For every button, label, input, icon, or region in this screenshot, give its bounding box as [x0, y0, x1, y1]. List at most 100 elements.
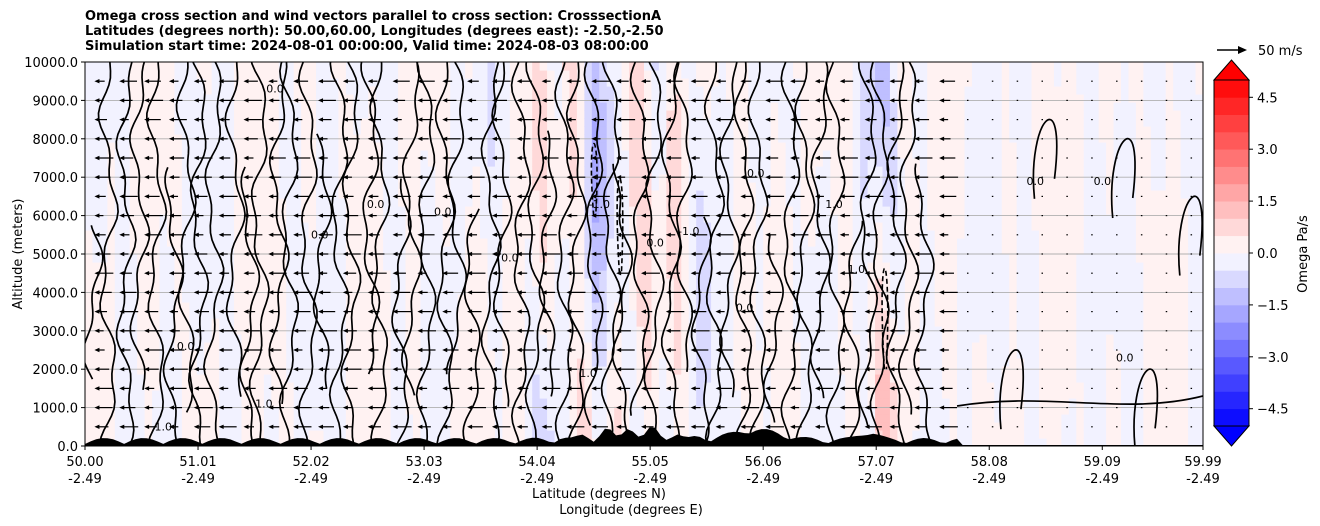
field-cell — [323, 414, 332, 423]
field-cell — [316, 246, 325, 255]
field-cell — [651, 78, 660, 87]
field-cell — [673, 118, 682, 127]
field-cell — [472, 102, 481, 111]
field-cell — [621, 342, 630, 351]
field-cell — [778, 318, 787, 327]
field-cell — [614, 350, 623, 359]
field-cell — [353, 366, 362, 375]
field-cell — [166, 278, 176, 287]
field-cell — [755, 326, 764, 335]
field-cell — [323, 310, 332, 319]
field-cell — [241, 190, 250, 199]
field-cell — [442, 318, 451, 327]
field-cell — [271, 246, 280, 255]
field-cell — [554, 62, 563, 71]
field-cell — [234, 246, 243, 255]
field-cell — [509, 102, 518, 111]
field-cell — [666, 110, 675, 119]
field-cell — [562, 390, 571, 399]
field-cell — [301, 110, 310, 119]
field-cell — [248, 78, 258, 87]
field-cell — [696, 158, 705, 167]
field-cell — [562, 398, 571, 407]
field-cell — [606, 198, 615, 207]
field-cell — [85, 150, 94, 159]
field-cell — [338, 358, 347, 367]
field-cell — [651, 398, 660, 407]
field-cell — [658, 214, 667, 223]
field-cell — [278, 310, 287, 319]
field-cell — [211, 326, 220, 335]
field-cell — [226, 158, 235, 167]
field-cell — [308, 318, 317, 327]
field-cell — [405, 118, 414, 127]
field-cell — [547, 78, 556, 87]
field-cell — [383, 110, 392, 119]
field-cell — [345, 78, 354, 87]
field-cell — [845, 302, 854, 311]
field-cell — [718, 318, 727, 327]
field-cell — [554, 390, 563, 399]
field-cell — [740, 350, 749, 359]
field-cell — [338, 222, 347, 231]
field-cell — [532, 206, 541, 215]
field-cell — [211, 382, 220, 391]
field-cell — [435, 190, 444, 199]
field-cell — [725, 142, 735, 151]
field-cell — [487, 238, 496, 247]
field-cell — [129, 350, 138, 359]
field-cell — [852, 246, 861, 255]
field-cell — [562, 350, 571, 359]
field-cell — [524, 150, 533, 159]
field-cell — [390, 262, 399, 271]
field-cell — [248, 342, 258, 351]
field-cell — [852, 150, 861, 159]
field-cell — [845, 238, 854, 247]
field-cell — [383, 374, 392, 383]
field-cell — [696, 102, 705, 111]
field-cell — [427, 382, 436, 391]
field-cell — [636, 262, 645, 271]
field-cell — [465, 222, 474, 231]
field-cell — [584, 150, 593, 159]
field-cell — [137, 158, 146, 167]
field-cell — [494, 214, 503, 223]
field-cell — [263, 374, 272, 383]
field-cell — [226, 86, 235, 95]
field-cell — [636, 206, 645, 215]
field-cell — [666, 350, 675, 359]
field-cell — [815, 126, 824, 135]
field-cell — [725, 350, 735, 359]
field-cell — [509, 246, 518, 255]
field-cell — [554, 142, 563, 151]
field-cell — [271, 398, 280, 407]
field-cell — [629, 318, 638, 327]
field-cell — [554, 118, 563, 127]
field-cell — [793, 382, 802, 391]
field-cell — [412, 190, 421, 199]
field-cell — [137, 318, 146, 327]
field-cell — [122, 302, 131, 311]
field-cell — [681, 182, 690, 191]
field-cell — [323, 374, 332, 383]
field-cell — [427, 70, 436, 79]
field-cell — [308, 62, 317, 71]
field-cell — [271, 62, 280, 71]
field-cell — [517, 278, 526, 287]
field-cell — [368, 70, 377, 79]
field-cell — [688, 366, 697, 375]
field-cell — [375, 286, 384, 295]
field-cell — [562, 118, 571, 127]
field-cell — [390, 158, 399, 167]
field-cell — [547, 86, 556, 95]
field-cell — [658, 110, 667, 119]
field-cell — [465, 142, 474, 151]
field-cell — [554, 278, 563, 287]
field-cell — [256, 310, 265, 319]
field-cell — [703, 350, 712, 359]
field-cell — [323, 342, 332, 351]
field-cell — [532, 182, 541, 191]
field-cell — [390, 166, 399, 175]
field-cell — [278, 406, 287, 415]
field-cell — [740, 398, 749, 407]
